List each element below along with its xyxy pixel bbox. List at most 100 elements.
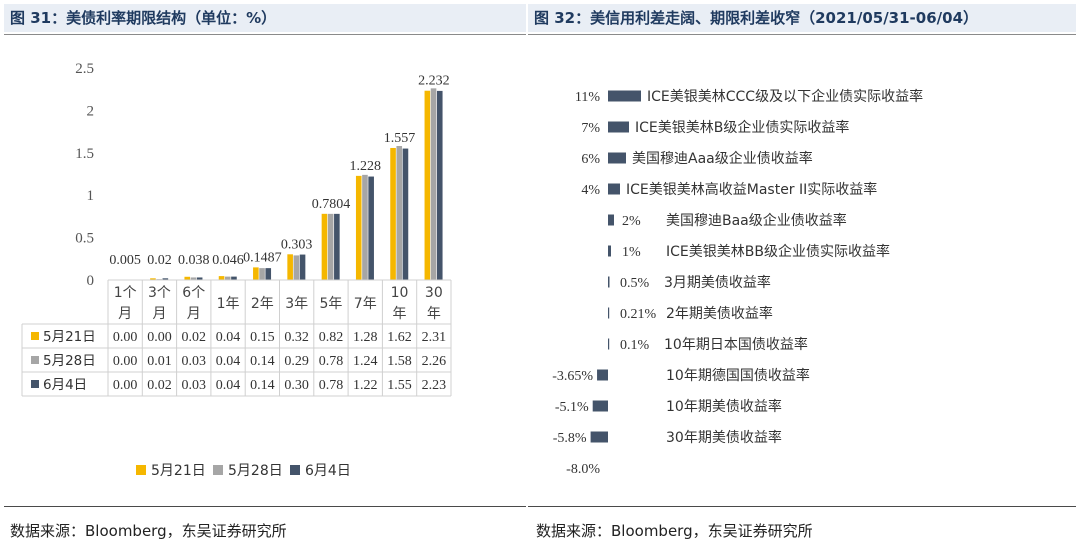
- table-cell: 0.04: [216, 354, 241, 369]
- value-label: 0.1%: [620, 338, 650, 353]
- data-label: 1.228: [350, 159, 382, 174]
- category-label: 7年: [354, 296, 377, 312]
- right-panel-title: 图 32：美信用利差走阔、期限利差收窄（2021/05/31-06/04）: [528, 4, 1076, 32]
- table-cell: 2.31: [422, 330, 447, 345]
- bar-1-0: [150, 278, 156, 280]
- table-cell: 0.04: [216, 330, 241, 345]
- bar-6-0: [321, 213, 328, 280]
- hbar-6: [608, 276, 610, 288]
- bar-6-1: [327, 213, 334, 280]
- category-label: 10年期德国国债收益率: [666, 367, 810, 384]
- category-label-line2: 月: [118, 306, 132, 322]
- bar-3-0: [218, 276, 225, 280]
- table-series-swatch: [31, 356, 39, 364]
- table-cell: 0.14: [250, 354, 275, 369]
- data-label: 0.005: [109, 253, 141, 268]
- table-cell: 1.55: [387, 378, 412, 393]
- table-cell: 0.29: [284, 354, 309, 369]
- category-label: 30年期美债收益率: [666, 429, 782, 446]
- table-cell: 0.32: [284, 330, 309, 345]
- left-panel-title: 图 31：美债利率期限结构（单位：%）: [4, 4, 526, 32]
- bar-3-2: [231, 276, 237, 280]
- table-series-swatch: [31, 380, 39, 388]
- category-label-line1: 10: [391, 285, 409, 301]
- hbar-0: [608, 90, 641, 102]
- bar-7-2: [368, 176, 374, 280]
- table-cell: 0.04: [216, 378, 241, 393]
- value-label: 0.5%: [620, 276, 650, 291]
- left-title-rule: [4, 34, 526, 35]
- value-label: 4%: [581, 183, 600, 198]
- category-label: ICE美银美林BB级企业债实际收益率: [666, 243, 890, 260]
- legend-label: 5月28日: [228, 463, 283, 479]
- hbar-1: [608, 121, 629, 133]
- value-label: -3.65%: [552, 369, 593, 384]
- category-label: 美国穆迪Aaa级企业债收益率: [632, 150, 813, 167]
- bar-5-1: [293, 255, 300, 280]
- bar-4-2: [265, 268, 272, 280]
- value-label: -5.1%: [555, 400, 589, 415]
- data-label: 0.02: [147, 253, 172, 268]
- yield-curve-chart: 00.511.522.50.005 0.02 0.038 0.046 0.14870.3…: [21, 61, 452, 479]
- table-cell: 0.30: [284, 378, 309, 393]
- legend-swatch: [290, 465, 300, 475]
- category-label: ICE美银美林CCC级及以下企业债实际收益率: [647, 88, 923, 105]
- table-series-name: 6月4日: [43, 377, 87, 393]
- table-cell: 0.00: [113, 354, 138, 369]
- table-cell: 0.00: [113, 330, 138, 345]
- table-series-swatch: [31, 332, 39, 340]
- category-label: 10年期日本国债收益率: [664, 336, 808, 353]
- category-label-line2: 年: [427, 306, 441, 322]
- bar-9-2: [436, 90, 443, 280]
- bar-4-0: [253, 267, 259, 280]
- value-label: 6%: [581, 152, 600, 167]
- table-cell: 0.03: [182, 354, 207, 369]
- category-label: 1年: [217, 296, 240, 312]
- bar-7-0: [355, 175, 362, 280]
- table-cell: 1.28: [353, 330, 378, 345]
- table-series-name: 5月21日: [43, 329, 96, 345]
- hbar-5: [608, 245, 611, 257]
- data-label: 2.232: [418, 74, 450, 89]
- category-label: ICE美银美林B级企业债实际收益率: [635, 119, 849, 136]
- hbar-9: [597, 369, 608, 381]
- right-source-note: 数据来源：Bloomberg，东吴证券研究所: [536, 522, 813, 540]
- value-label: -5.8%: [553, 431, 587, 446]
- legend-label: 5月21日: [151, 463, 206, 479]
- category-label-line2: 月: [187, 306, 201, 322]
- y-tick-label: 2: [87, 103, 95, 119]
- category-label: 美国穆迪Baa级企业债收益率: [666, 212, 847, 229]
- bar-5-2: [299, 254, 306, 280]
- data-label: 1.557: [384, 131, 416, 146]
- bar-8-0: [390, 147, 396, 280]
- hbar-2: [608, 152, 626, 164]
- legend-swatch: [136, 465, 146, 475]
- category-label: 3年: [285, 296, 308, 312]
- table-cell: 0.03: [182, 378, 207, 393]
- category-label: 5年: [319, 296, 342, 312]
- table-cell: 0.02: [182, 330, 207, 345]
- value-label: 7%: [581, 121, 600, 136]
- category-label-line1: 1个: [114, 285, 137, 301]
- bar-3-1: [224, 276, 231, 280]
- table-cell: 1.58: [387, 354, 412, 369]
- table-cell: 0.78: [319, 354, 344, 369]
- table-cell: 0.01: [147, 354, 172, 369]
- category-label-line1: 3个: [148, 285, 171, 301]
- right-title-rule: [528, 34, 1076, 35]
- bar-2-0: [184, 276, 191, 280]
- bar-5-0: [287, 254, 293, 280]
- right-bottom-rule: [528, 506, 1076, 507]
- category-label: ICE美银美林高收益Master II实际收益率: [626, 181, 877, 198]
- bar-2-1: [190, 277, 197, 280]
- category-label: 2年: [251, 296, 274, 312]
- bar-4-1: [259, 268, 265, 280]
- left-source-note: 数据来源：Bloomberg，东吴证券研究所: [10, 522, 287, 540]
- table-cell: 1.24: [353, 354, 378, 369]
- table-cell: 0.15: [250, 330, 275, 345]
- bar-7-1: [362, 174, 368, 280]
- bar-2-2: [196, 277, 203, 280]
- hbar-7: [608, 307, 610, 319]
- y-tick-label: 0.5: [75, 231, 94, 247]
- hbar-8: [608, 338, 610, 350]
